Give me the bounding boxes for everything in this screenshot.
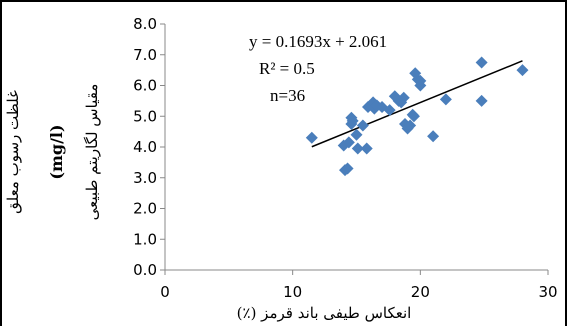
- y-tick-label: 0.0: [133, 261, 157, 279]
- x-tick-label: 0: [160, 283, 170, 301]
- y-axis-title-line3: مقیاس لگاریتم طبیعی: [83, 84, 101, 221]
- trendline: [311, 60, 523, 148]
- n-label: n=36: [270, 86, 305, 105]
- y-tick-label: 2.0: [133, 200, 157, 218]
- y-tick-label: 7.0: [133, 46, 157, 64]
- y-tick-labels: 0.0 1.0 2.0 3.0 4.0 5.0 6.0 7.0 8.0: [133, 15, 165, 279]
- y-tick-label: 5.0: [133, 107, 157, 125]
- y-tick-label: 6.0: [133, 77, 157, 95]
- y-tick-label: 8.0: [133, 15, 157, 33]
- data-points: [305, 56, 529, 177]
- data-point: [427, 130, 440, 143]
- data-point: [407, 110, 420, 123]
- y-axis-title-line1: غلظت رسوب معلق: [4, 90, 22, 214]
- data-point: [346, 114, 359, 127]
- data-point: [356, 119, 369, 132]
- trendline-group: [311, 60, 523, 148]
- data-point: [360, 142, 373, 155]
- r-squared-label: R² = 0.5: [259, 59, 315, 78]
- y-tick-label: 3.0: [133, 169, 157, 187]
- data-point: [475, 94, 488, 107]
- x-tick-label: 30: [538, 283, 557, 301]
- y-tick-label: 1.0: [133, 230, 157, 248]
- data-point: [350, 128, 363, 141]
- trendline-equation: y = 0.1693x + 2.061: [249, 32, 387, 51]
- data-point: [305, 131, 318, 144]
- data-point: [404, 119, 417, 132]
- x-tick-label: 20: [411, 283, 430, 301]
- data-point: [342, 136, 355, 149]
- data-point: [475, 56, 488, 69]
- data-point: [414, 74, 427, 87]
- x-tick-labels: 0 10 20 30: [160, 270, 558, 301]
- data-point: [341, 162, 354, 175]
- x-tick-label: 10: [283, 283, 302, 301]
- data-point: [351, 142, 364, 155]
- data-point: [383, 104, 396, 117]
- data-point: [516, 64, 529, 77]
- y-axis-title-unit: (mg/l): [47, 124, 66, 179]
- y-tick-label: 4.0: [133, 138, 157, 156]
- data-point: [439, 93, 452, 106]
- x-axis-title: انعکاس طیفی باند قرمز (٪): [237, 304, 412, 322]
- data-point: [397, 91, 410, 104]
